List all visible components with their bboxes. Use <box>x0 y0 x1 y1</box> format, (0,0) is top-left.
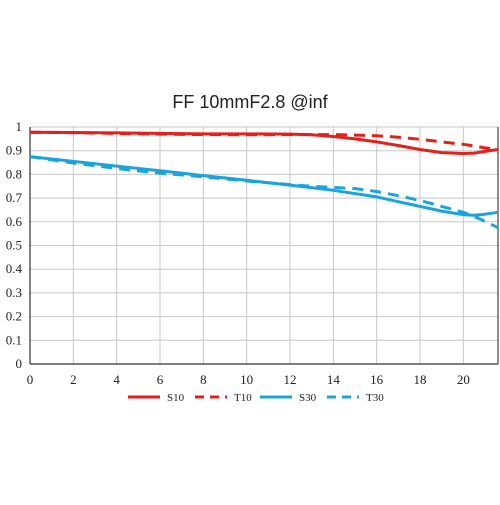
x-tick-label-1: 2 <box>70 372 77 387</box>
x-tick-label-3: 6 <box>157 372 164 387</box>
legend-label-s30: S30 <box>299 392 317 404</box>
x-tick-label-0: 0 <box>27 372 34 387</box>
series-line-s10 <box>29 130 499 155</box>
x-tick-label-9: 18 <box>414 372 427 387</box>
y-tick-label-5: 0.5 <box>6 238 22 253</box>
x-tick-label-6: 12 <box>284 372 297 387</box>
y-tick-label-1: 0.1 <box>6 332 22 347</box>
x-tick-label-7: 14 <box>327 372 341 387</box>
y-tick-label-2: 0.2 <box>6 309 22 324</box>
series-line-t30 <box>29 155 499 230</box>
y-tick-label-9: 0.9 <box>6 143 22 158</box>
y-tick-label-8: 0.8 <box>6 166 22 181</box>
x-tick-label-5: 10 <box>240 372 253 387</box>
series-line-t10 <box>29 130 499 151</box>
y-tick-label-6: 0.6 <box>6 214 23 229</box>
legend-label-t10: T10 <box>234 392 252 404</box>
chart-title: FF 10mmF2.8 @inf <box>172 92 328 112</box>
x-tick-label-2: 4 <box>113 372 120 387</box>
y-tick-label-7: 0.7 <box>6 190 23 205</box>
y-tick-label-4: 0.4 <box>6 261 23 276</box>
x-tick-label-10: 20 <box>457 372 470 387</box>
series-line-s30 <box>29 155 499 217</box>
x-tick-label-4: 8 <box>200 372 207 387</box>
legend-label-s10: S10 <box>167 392 185 404</box>
y-tick-label-3: 0.3 <box>6 285 22 300</box>
y-tick-label-0: 0 <box>16 356 23 371</box>
legend-label-t30: T30 <box>366 392 384 404</box>
y-tick-label-10: 1 <box>16 119 23 134</box>
x-tick-label-8: 16 <box>370 372 384 387</box>
